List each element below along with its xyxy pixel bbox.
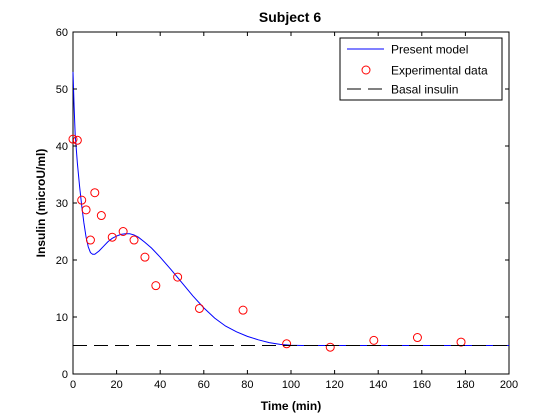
y-axis-title: Insulin (microU/ml) — [34, 149, 48, 258]
y-tick-label: 0 — [62, 369, 68, 381]
data-point-experimental-data — [282, 339, 292, 349]
x-tick-label: 0 — [70, 379, 76, 391]
data-point-experimental-data — [369, 335, 379, 345]
data-point-experimental-data — [90, 188, 100, 198]
data-point-experimental-data — [118, 227, 128, 236]
data-point-experimental-data — [68, 134, 78, 144]
y-tick-label: 20 — [56, 255, 68, 267]
data-point-experimental-data — [129, 235, 139, 245]
x-tick-label: 140 — [369, 379, 387, 391]
x-tick-label: 20 — [110, 379, 122, 391]
data-point-experimental-data — [81, 205, 91, 215]
chart-title: Subject 6 — [259, 9, 321, 25]
data-point-experimental-data — [96, 211, 106, 221]
tick-layer: 0 20 40 60 80 100 120 140 160 180 200 0 10 20 30 40 50 60 — [56, 27, 518, 391]
series-layer — [68, 71, 509, 352]
data-point-experimental-data — [107, 232, 117, 242]
data-point-experimental-data — [173, 272, 183, 282]
legend-label-present-model: Present model — [391, 43, 468, 57]
data-point-experimental-data — [140, 252, 150, 262]
y-tick-label: 60 — [56, 27, 68, 39]
x-tick-label: 180 — [456, 379, 474, 391]
data-point-experimental-data — [238, 305, 248, 315]
data-point-experimental-data — [456, 337, 466, 347]
y-tick-label: 40 — [56, 141, 68, 153]
data-point-experimental-data — [77, 195, 87, 205]
data-point-experimental-data — [194, 303, 204, 313]
data-point-experimental-data — [412, 333, 422, 343]
y-tick-label: 30 — [56, 198, 68, 210]
legend-label-basal-insulin: Basal insulin — [391, 83, 458, 97]
data-point-experimental-data — [151, 281, 161, 291]
x-tick-label: 40 — [154, 379, 166, 391]
data-point-experimental-data — [325, 342, 335, 352]
legend-box — [339, 37, 503, 101]
data-point-experimental-data — [85, 235, 95, 245]
x-tick-label: 200 — [500, 379, 518, 391]
x-tick-label: 80 — [241, 379, 253, 391]
data-point-experimental-data — [72, 135, 82, 145]
legend-swatch-experimental-data — [361, 65, 371, 75]
legend: Present model Experimental data Basal in… — [339, 37, 503, 101]
x-tick-label: 60 — [198, 379, 210, 391]
x-tick-label: 100 — [282, 379, 300, 391]
x-axis-title: Time (min) — [261, 399, 321, 413]
y-tick-label: 10 — [56, 312, 68, 324]
y-tick-label: 50 — [56, 84, 68, 96]
x-tick-label: 160 — [413, 379, 431, 391]
x-tick-label: 120 — [325, 379, 343, 391]
legend-label-experimental-data: Experimental data — [391, 64, 488, 78]
